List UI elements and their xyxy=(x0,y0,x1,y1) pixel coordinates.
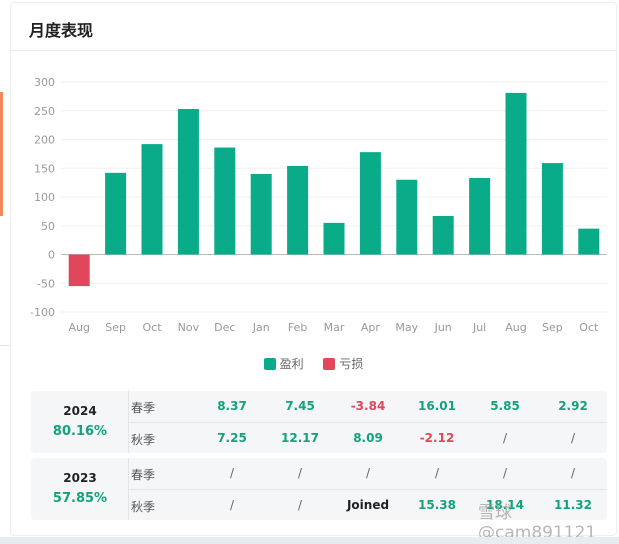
table-cell: -3.84 xyxy=(350,399,386,413)
table-cell: -2.12 xyxy=(419,431,455,445)
profit-bar xyxy=(432,215,454,255)
table-row: 春季 / / / / / / xyxy=(129,458,607,488)
bottom-strip xyxy=(0,537,619,544)
legend-swatch-profit xyxy=(263,357,276,370)
x-tick-label: Aug xyxy=(505,321,526,334)
season-label: 秋季 xyxy=(131,433,156,447)
table-cell: / xyxy=(570,431,576,445)
year-block-2024: 2024 80.16% 春季 8.37 7.45 -3.84 16.01 5.8… xyxy=(31,391,607,453)
table-cell: 15.38 xyxy=(418,498,456,512)
x-tick-label: Dec xyxy=(214,321,235,334)
x-tick-label: Sep xyxy=(105,321,126,334)
left-divider xyxy=(0,345,10,346)
legend-swatch-loss xyxy=(323,357,336,370)
profit-bar xyxy=(141,144,163,255)
profit-bar xyxy=(541,163,563,255)
table-cell: 5.85 xyxy=(490,399,520,413)
x-tick-label: Feb xyxy=(288,321,307,334)
profit-bar xyxy=(105,172,127,255)
table-cell: Joined xyxy=(346,498,390,512)
y-tick-label: 100 xyxy=(34,191,55,204)
x-tick-label: Jul xyxy=(472,321,486,334)
profit-bar xyxy=(323,222,345,255)
profit-bar xyxy=(469,178,491,255)
table-row: 春季 8.37 7.45 -3.84 16.01 5.85 2.92 xyxy=(129,391,607,421)
table-cell: 8.09 xyxy=(353,431,383,445)
table-cell: / xyxy=(365,466,371,480)
legend-label-loss: 亏损 xyxy=(339,357,364,371)
table-cell: / xyxy=(502,431,508,445)
profit-bar xyxy=(578,228,600,255)
year-cell: 2024 80.16% xyxy=(31,391,129,453)
x-tick-label: Aug xyxy=(68,321,89,334)
legend-item-loss[interactable]: 亏损 xyxy=(323,355,363,372)
table-cell: / xyxy=(570,466,576,480)
season-label: 春季 xyxy=(131,401,156,415)
x-tick-label: Nov xyxy=(178,321,200,334)
x-tick-label: Sep xyxy=(542,321,563,334)
monthly-bar-chart: -100 -50 0 50 100 150 200 250 300 Aug Sep Oct Nov Dec… xyxy=(30,76,607,334)
y-tick-label: 150 xyxy=(34,162,55,175)
monthly-performance-card: 月度表现 -100 -50 0 50 100 150 200 250 300 Aug Sep Oct N… xyxy=(10,2,617,536)
year-label: 2023 xyxy=(63,471,97,485)
x-tick-label: Oct xyxy=(579,321,599,334)
table-cell: / xyxy=(297,466,303,480)
y-tick-label: 50 xyxy=(41,220,55,233)
x-tick-label: Jun xyxy=(434,321,452,334)
profit-bar xyxy=(214,147,236,255)
profit-bar xyxy=(359,152,381,255)
x-tick-label: Apr xyxy=(361,321,381,334)
chart-legend: 盈利 亏损 xyxy=(11,355,616,375)
table-cell: 16.01 xyxy=(418,399,456,413)
year-total-return: 80.16% xyxy=(52,424,108,439)
year-label: 2024 xyxy=(63,404,97,418)
x-tick-label: Oct xyxy=(142,321,162,334)
y-tick-label: -50 xyxy=(37,277,55,290)
table-cell: / xyxy=(229,498,235,512)
table-row: 秋季 / / Joined 15.38 18.14 11.32 xyxy=(129,489,607,519)
legend-label-profit: 盈利 xyxy=(279,357,304,371)
y-tick-label: 200 xyxy=(34,134,55,147)
table-cell: 8.37 xyxy=(217,399,247,413)
table-cell: 2.92 xyxy=(558,399,588,413)
season-label: 秋季 xyxy=(131,500,156,514)
table-row: 秋季 7.25 12.17 8.09 -2.12 / / xyxy=(129,422,607,452)
profit-bar xyxy=(287,165,309,255)
table-cell: 11.32 xyxy=(554,498,592,512)
table-cell: / xyxy=(502,466,508,480)
table-cell: 7.45 xyxy=(285,399,315,413)
year-block-2023: 2023 57.85% 春季 / / / / / / 秋季 / / Joined… xyxy=(31,458,607,520)
y-tick-label: 0 xyxy=(48,249,55,262)
table-cell: / xyxy=(229,466,235,480)
y-tick-label: -100 xyxy=(30,306,55,319)
x-tick-label: May xyxy=(395,321,418,334)
table-cell: / xyxy=(297,498,303,512)
table-cell: / xyxy=(434,466,440,480)
profit-bar xyxy=(505,92,527,255)
y-tick-label: 300 xyxy=(34,76,55,89)
table-cell: 12.17 xyxy=(281,431,319,445)
legend-item-profit[interactable]: 盈利 xyxy=(263,355,304,372)
card-title: 月度表现 xyxy=(29,21,94,40)
table-cell: 18.14 xyxy=(486,498,524,512)
season-label: 春季 xyxy=(131,468,156,482)
profit-bar xyxy=(250,174,272,255)
table-cell: 7.25 xyxy=(217,431,247,445)
card-header: 月度表现 xyxy=(11,3,616,51)
year-total-return: 57.85% xyxy=(52,491,108,506)
loss-bar xyxy=(68,254,90,287)
y-tick-label: 250 xyxy=(34,105,55,118)
profit-bar xyxy=(177,109,199,255)
year-cell: 2023 57.85% xyxy=(31,458,129,520)
x-tick-label: Jan xyxy=(252,321,270,334)
profit-bar xyxy=(396,179,418,255)
x-tick-label: Mar xyxy=(324,321,345,334)
left-accent-bar xyxy=(0,92,3,216)
